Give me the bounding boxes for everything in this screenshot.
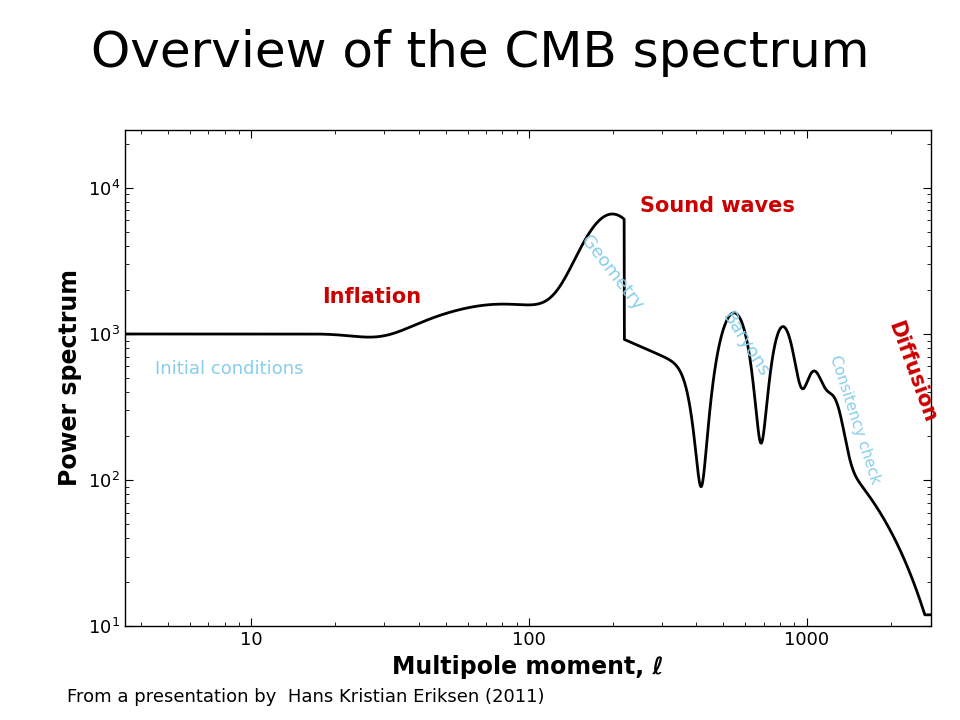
Text: Geometry: Geometry <box>577 233 646 314</box>
Text: Diffusion: Diffusion <box>884 318 940 426</box>
X-axis label: Multipole moment, ℓ: Multipole moment, ℓ <box>393 654 663 679</box>
Text: Initial conditions: Initial conditions <box>156 359 303 377</box>
Text: Consitency check: Consitency check <box>827 354 883 486</box>
Text: Sound waves: Sound waves <box>639 196 795 216</box>
Text: Baryons: Baryons <box>718 308 773 380</box>
Y-axis label: Power spectrum: Power spectrum <box>58 269 82 487</box>
Text: From a presentation by  Hans Kristian Eriksen (2011): From a presentation by Hans Kristian Eri… <box>67 688 544 706</box>
Text: Overview of the CMB spectrum: Overview of the CMB spectrum <box>91 29 869 77</box>
Text: Inflation: Inflation <box>323 287 421 307</box>
